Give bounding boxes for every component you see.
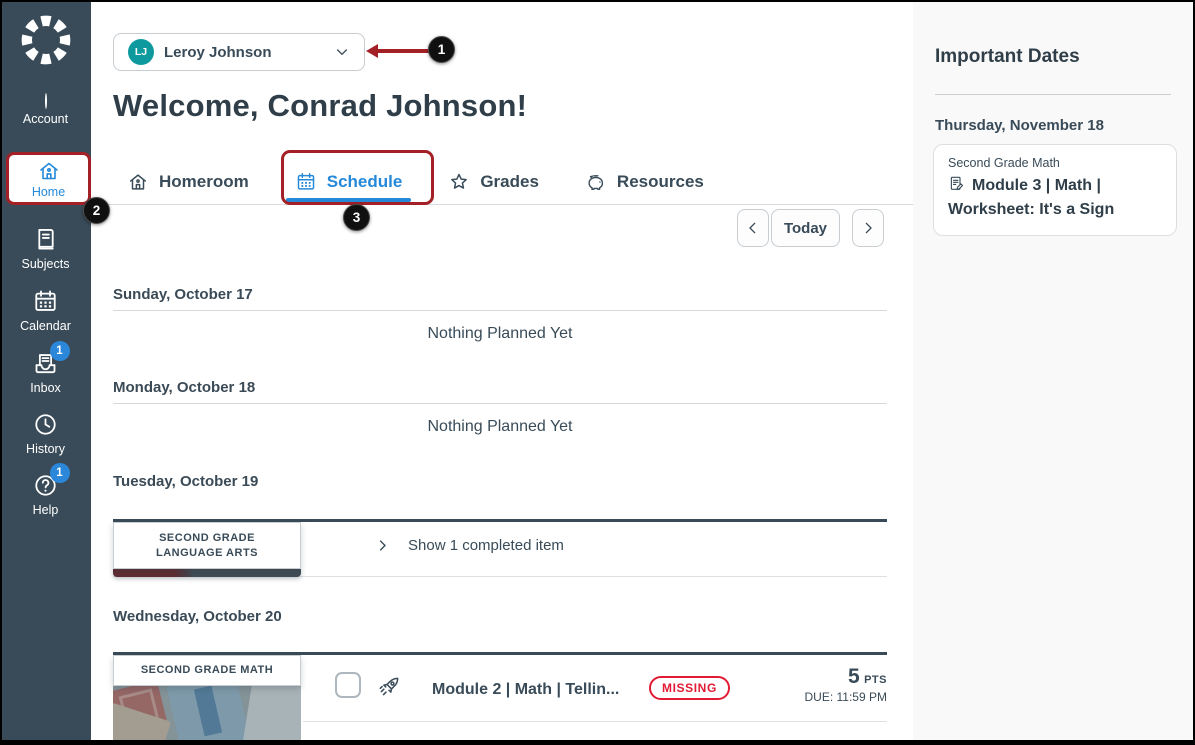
divider (113, 403, 887, 404)
calendar-icon (297, 173, 314, 190)
course-group-label[interactable]: SECOND GRADE LANGUAGE ARTS (113, 522, 301, 569)
home-icon (129, 174, 147, 190)
important-dates-title: Important Dates (935, 46, 1080, 67)
annotation-step-2: 2 (83, 197, 110, 224)
show-completed-toggle[interactable]: Show 1 completed item (375, 537, 564, 554)
account-avatar-icon (44, 93, 47, 109)
sidebar-item-label: Help (32, 503, 59, 517)
day-header: Monday, October 18 (113, 379, 256, 396)
course-group-border (113, 519, 887, 522)
divider (113, 310, 887, 311)
rocket-icon (379, 677, 399, 696)
canvas-logo-icon (21, 15, 70, 65)
assignment-title-link[interactable]: Module 2 | Math | Tellin... (432, 681, 620, 698)
today-button[interactable]: Today (771, 209, 840, 247)
toggle-label: Show 1 completed item (408, 537, 564, 554)
chevron-right-icon (865, 222, 872, 234)
chevron-left-icon (749, 222, 756, 234)
sidebar-item-inbox[interactable]: 1 Inbox (0, 341, 91, 395)
divider (113, 576, 887, 577)
points-unit: PTS (864, 674, 887, 686)
day-header: Sunday, October 17 (113, 286, 253, 303)
previous-week-button[interactable] (737, 209, 769, 247)
clock-icon (35, 414, 56, 435)
help-icon (35, 475, 56, 496)
piggy-bank-icon (588, 175, 604, 191)
empty-day-text: Nothing Planned Yet (427, 418, 573, 435)
tab-grades[interactable]: Grades (448, 160, 539, 204)
missing-status-badge: MISSING (649, 676, 730, 700)
important-dates-panel: Important Dates Thursday, November 18 Se… (913, 0, 1195, 745)
global-navigation: Account Home Subjects (0, 0, 91, 745)
sidebar-item-history[interactable]: History (0, 411, 91, 456)
important-date-group: Thursday, November 18 (935, 117, 1104, 134)
chevron-right-icon (379, 540, 386, 551)
student-name: Leroy Johnson (164, 43, 272, 61)
sidebar-item-label: Subjects (21, 257, 70, 271)
book-icon (38, 229, 54, 250)
annotation-arrow-1 (366, 44, 430, 57)
course-group-label[interactable]: SECOND GRADE MATH (113, 655, 301, 686)
empty-day-text: Nothing Planned Yet (427, 325, 573, 342)
points-value: 5 (847, 665, 860, 688)
assignment-checkbox[interactable] (335, 672, 361, 698)
sidebar-item-help[interactable]: 1 Help (0, 463, 91, 517)
tab-resources[interactable]: Resources (585, 160, 704, 204)
main-content: LJ Leroy Johnson 1 Welcome, Conrad Johns… (91, 0, 913, 745)
tab-schedule[interactable]: Schedule (285, 160, 411, 204)
sidebar-item-home[interactable]: Home (6, 152, 91, 205)
sidebar-item-label: Account (22, 112, 69, 126)
course-tabs: Homeroom Schedule Grades (91, 160, 913, 205)
sidebar-item-subjects[interactable]: Subjects (0, 226, 91, 271)
student-selector-dropdown[interactable]: LJ Leroy Johnson (113, 33, 365, 71)
tab-label: Homeroom (159, 172, 249, 191)
next-week-button[interactable] (852, 209, 884, 247)
tab-label: Resources (616, 172, 704, 191)
sidebar-item-account[interactable]: Account (0, 93, 91, 126)
assignment-icon (948, 175, 966, 193)
annotation-step-3: 3 (343, 204, 370, 231)
important-date-card[interactable]: Second Grade Math Module 3 | Math | Work… (933, 144, 1177, 236)
schedule-list: Sunday, October 17 Nothing Planned Yet M… (113, 0, 887, 745)
help-badge: 1 (49, 463, 70, 483)
important-card-course: Second Grade Math (948, 156, 1060, 170)
course-group-border (113, 652, 887, 655)
sidebar-item-label: Inbox (30, 381, 61, 395)
annotation-step-1: 1 (428, 36, 455, 63)
sidebar-item-calendar[interactable]: Calendar (0, 288, 91, 333)
sidebar-item-label: Calendar (20, 319, 71, 333)
sidebar-item-label: Home (31, 184, 66, 199)
calendar-icon (35, 290, 56, 311)
inbox-unread-badge: 1 (49, 341, 70, 361)
home-icon (39, 162, 58, 179)
divider (935, 94, 1171, 95)
tab-label: Grades (480, 172, 539, 191)
day-header: Wednesday, October 20 (113, 608, 282, 625)
page-title: Welcome, Conrad Johnson! (113, 88, 528, 123)
canvas-logo[interactable] (0, 11, 91, 69)
tab-homeroom[interactable]: Homeroom (127, 160, 249, 204)
chevron-down-icon (334, 44, 350, 60)
inbox-icon (35, 354, 56, 374)
course-image-sliver (113, 569, 301, 577)
sidebar-item-label: History (26, 442, 65, 456)
star-icon (451, 173, 468, 189)
important-card-title: Module 3 | Math | Worksheet: It's a Sign (948, 177, 1115, 218)
student-avatar: LJ (128, 39, 154, 65)
assignment-points: 5 PTS DUE: 11:59 PM (805, 665, 887, 704)
tab-label: Schedule (326, 172, 403, 191)
due-time: DUE: 11:59 PM (804, 690, 887, 704)
divider (303, 721, 887, 722)
day-header: Tuesday, October 19 (113, 473, 259, 490)
